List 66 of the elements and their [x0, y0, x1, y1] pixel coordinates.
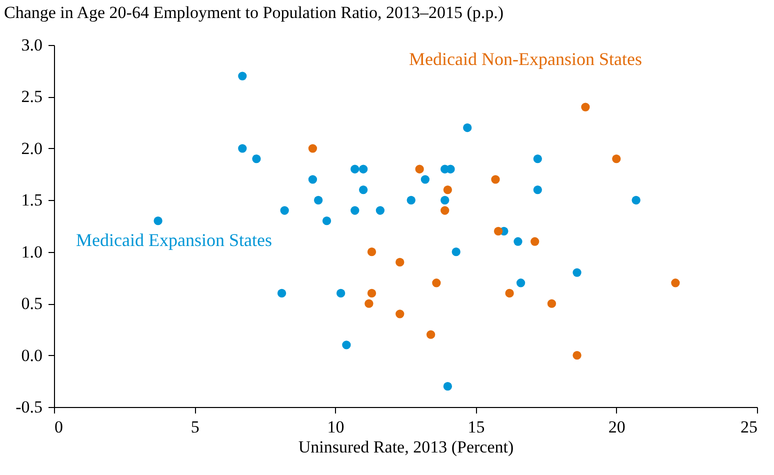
point	[505, 288, 514, 298]
point	[463, 123, 472, 132]
point	[376, 206, 385, 215]
point	[440, 206, 450, 215]
point	[581, 102, 590, 112]
point	[308, 175, 318, 184]
point	[632, 196, 640, 204]
x-tick-label: 0	[54, 418, 63, 436]
y-tick-label: 2.5	[21, 87, 42, 106]
point	[443, 382, 452, 391]
x-tick-label: 5	[190, 418, 200, 436]
point	[358, 185, 368, 194]
point	[252, 154, 261, 164]
point	[314, 196, 323, 204]
x-tick-label: 25	[740, 418, 758, 436]
point	[440, 196, 450, 204]
x-tick-label: 15	[468, 418, 485, 436]
y-tick-label: 0.5	[21, 294, 42, 314]
y-tick-label: 2.0	[21, 138, 42, 158]
point	[491, 175, 500, 184]
point	[396, 310, 404, 318]
x-axis-title: Uninsured Rate, 2013 (Percent)	[298, 438, 514, 456]
y-tick-label: 1.5	[21, 190, 42, 210]
point	[336, 288, 346, 298]
point	[572, 350, 582, 360]
point	[533, 185, 542, 194]
point	[364, 299, 374, 308]
y-tick-label: 1.0	[21, 242, 42, 262]
point	[308, 144, 318, 153]
point	[547, 299, 556, 308]
point	[452, 248, 460, 256]
y-tick-label: 0.0	[21, 346, 42, 365]
point	[415, 164, 424, 174]
point	[671, 278, 680, 288]
point	[420, 175, 430, 184]
point	[612, 154, 621, 164]
x-tick-label: 20	[608, 418, 626, 436]
point	[406, 196, 416, 204]
point	[516, 278, 526, 288]
point	[514, 237, 522, 246]
chart-title: Change in Age 20-64 Employment to Population Ratio, 2013–2015 (p.p.)	[4, 3, 504, 22]
point	[396, 258, 404, 267]
y-tick-label: 3.0	[21, 36, 42, 54]
series-label: Medicaid Expansion States	[76, 230, 272, 250]
point	[426, 330, 436, 339]
point	[358, 164, 368, 174]
point	[367, 288, 376, 298]
point	[350, 206, 360, 215]
point	[533, 154, 542, 164]
point	[530, 237, 540, 246]
text: Medicaid Non-Expansion States	[409, 49, 642, 69]
point	[154, 216, 162, 226]
x-tick-label: 10	[327, 418, 344, 436]
point	[494, 226, 503, 236]
y-tick-label: -0.5	[16, 398, 42, 416]
point	[572, 268, 582, 277]
point	[432, 278, 441, 288]
point	[342, 340, 351, 350]
point	[350, 164, 360, 174]
point	[238, 144, 247, 153]
point	[367, 248, 376, 256]
point	[280, 206, 289, 215]
point	[277, 288, 286, 298]
point	[322, 216, 332, 226]
point	[443, 185, 452, 194]
point	[238, 72, 247, 80]
